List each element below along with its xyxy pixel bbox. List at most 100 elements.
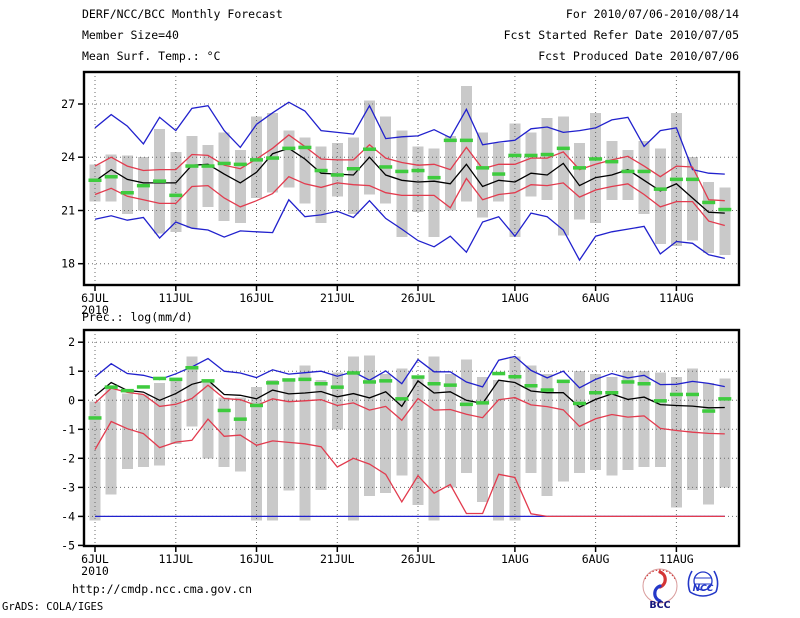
observation-dash xyxy=(653,187,667,191)
spread-bar xyxy=(170,151,182,232)
upper-band-line xyxy=(94,134,725,202)
observation-dash xyxy=(298,377,312,382)
observation-dash xyxy=(459,138,473,143)
spread-bar xyxy=(218,397,230,468)
x-tick-label: 6AUG xyxy=(582,552,610,566)
member-size-label: Member Size=40 xyxy=(82,28,179,42)
observation-dash xyxy=(621,169,635,174)
spread-bar xyxy=(186,356,198,427)
x-tick-label: 6JUL xyxy=(81,291,109,305)
y-tick-label: -4 xyxy=(61,509,75,523)
y-tick-label: 2 xyxy=(68,335,75,349)
observation-dash xyxy=(669,177,683,182)
observation-dash xyxy=(476,401,490,405)
spread-bar xyxy=(574,143,585,220)
ensemble-min-line xyxy=(94,198,725,262)
observation-dash xyxy=(266,381,280,385)
x-tick-label: 11JUL xyxy=(158,291,193,305)
bcc-logo-icon: BCC xyxy=(642,568,678,611)
spread-bar xyxy=(121,393,133,469)
observation-dash xyxy=(686,177,699,182)
x-tick-label: 6AUG xyxy=(582,291,610,305)
observation-markers xyxy=(88,138,732,212)
observation-dash xyxy=(589,391,603,395)
observation-dash xyxy=(363,147,376,151)
ensemble-mean-line xyxy=(94,379,725,409)
observation-dash xyxy=(217,408,231,413)
source-url: http://cmdp.ncc.cma.gov.cn xyxy=(72,582,253,596)
observation-dash xyxy=(379,165,393,169)
y-tick-label: -2 xyxy=(61,451,75,465)
observation-dash xyxy=(427,382,441,386)
spread-bar xyxy=(541,118,553,200)
spread-bar xyxy=(412,146,424,213)
member-spread-bars xyxy=(89,355,731,521)
observation-dash xyxy=(346,167,360,171)
spread-bar xyxy=(477,132,489,218)
spread-bar xyxy=(460,86,472,202)
y-tick-label: 21 xyxy=(61,204,75,218)
y-tick-label: 18 xyxy=(61,257,75,271)
observation-dash xyxy=(459,402,473,407)
observation-dash xyxy=(104,385,118,389)
refer-date-label: Fcst Started Refer Date 2010/07/05 xyxy=(503,28,739,42)
spread-bar xyxy=(380,116,392,204)
observation-dash xyxy=(443,383,457,387)
temp-chart-title: Mean Surf. Temp.: °C xyxy=(82,49,221,63)
observation-dash xyxy=(120,388,134,393)
spread-bar xyxy=(186,135,198,229)
spread-bar xyxy=(364,100,375,195)
spread-bar xyxy=(428,148,440,238)
spread-bar xyxy=(493,379,505,521)
spread-bar xyxy=(331,143,343,197)
observation-dash xyxy=(669,392,683,397)
x-tick-label: 21JUL xyxy=(320,291,355,305)
spread-bar xyxy=(267,379,279,521)
ncc-logo-icon: NCC xyxy=(687,570,719,597)
spread-bar xyxy=(606,377,618,476)
spread-bar xyxy=(89,401,101,521)
observation-dash xyxy=(605,159,619,164)
observation-dash xyxy=(702,200,716,205)
observation-dash xyxy=(120,191,134,195)
observation-dash xyxy=(524,153,538,158)
observation-dash xyxy=(605,391,619,395)
observation-dash xyxy=(395,397,409,401)
observation-dash xyxy=(185,366,199,370)
spread-bar xyxy=(444,135,456,211)
observation-dash xyxy=(298,145,312,150)
spread-bar xyxy=(654,372,666,468)
observation-dash xyxy=(653,399,667,403)
y-tick-label: 24 xyxy=(61,150,75,164)
produced-date-label: Fcst Produced Date 2010/07/06 xyxy=(538,49,739,63)
spread-bar xyxy=(525,365,537,473)
spread-bar xyxy=(315,146,327,223)
spread-bar xyxy=(638,371,650,467)
observation-dash xyxy=(411,375,425,379)
observation-dash xyxy=(314,382,328,386)
observation-dash xyxy=(346,371,360,375)
observation-dash xyxy=(686,392,699,397)
y-tick-label: 0 xyxy=(68,393,75,407)
observation-dash xyxy=(169,377,183,382)
observation-dash xyxy=(153,179,167,183)
y-tick-label: -3 xyxy=(61,480,75,494)
x-tick-label: 16JUL xyxy=(239,552,274,566)
spread-bar xyxy=(105,386,117,495)
observation-dash xyxy=(201,164,215,168)
lower-band-line xyxy=(94,418,725,518)
ensemble-max-line xyxy=(94,355,725,389)
observation-dash xyxy=(621,380,635,384)
observation-dash xyxy=(282,378,296,382)
observation-dash xyxy=(540,152,554,157)
spread-bar xyxy=(428,356,440,521)
observation-dash xyxy=(88,178,102,182)
observation-dash xyxy=(169,193,183,198)
observation-dash xyxy=(266,156,280,160)
observation-dash xyxy=(508,153,522,158)
spread-bar xyxy=(525,132,537,197)
spread-bar xyxy=(477,377,489,502)
